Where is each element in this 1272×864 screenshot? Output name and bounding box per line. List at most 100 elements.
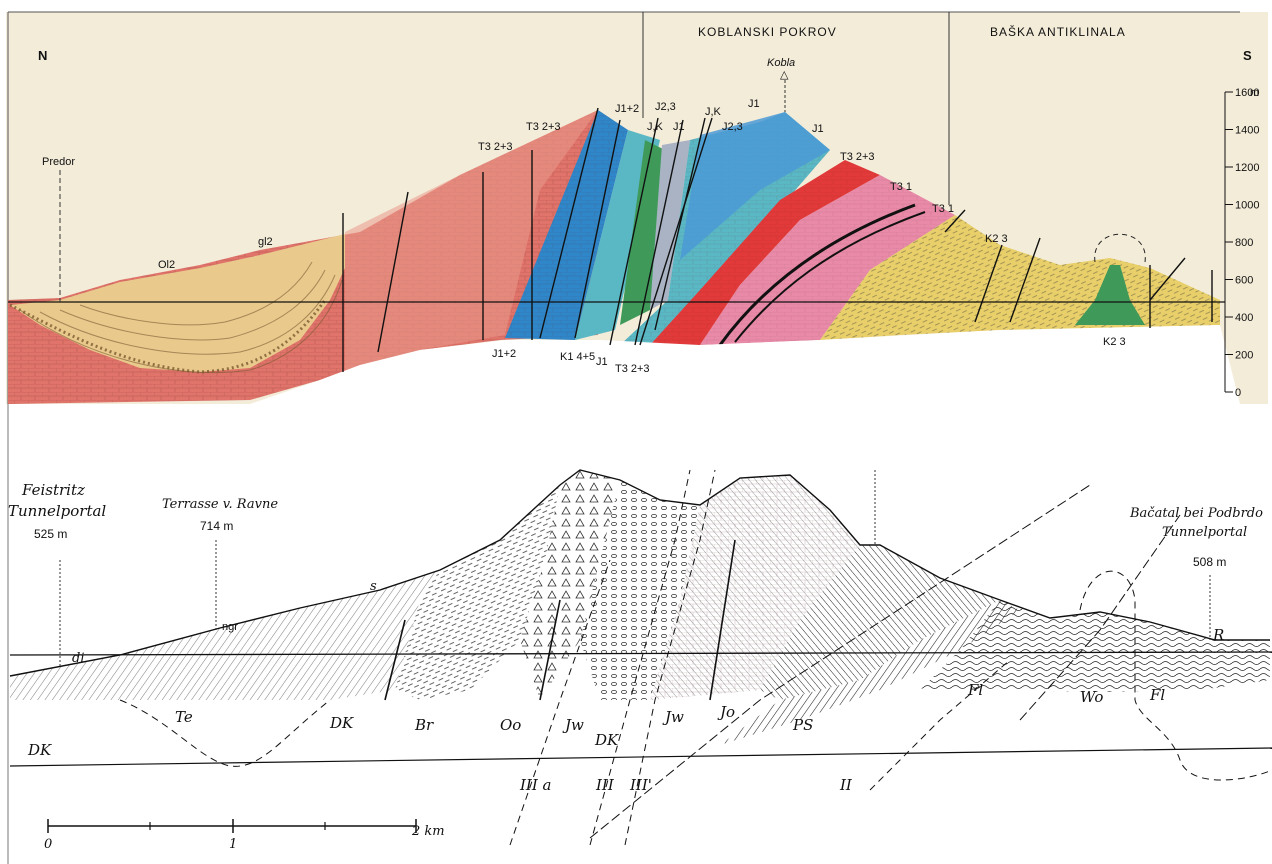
right-portal-name: Bačatal bei Podbrdo bbox=[1129, 506, 1263, 521]
dashed-contacts bbox=[119, 469, 1272, 846]
axis-tick-label: 1600 bbox=[1235, 87, 1259, 99]
label-jk-a: J,K bbox=[647, 121, 664, 133]
unit-dh-2: DK bbox=[329, 714, 354, 732]
axis-tick-label: 1400 bbox=[1235, 125, 1259, 137]
right-portal-elev: 508 m bbox=[1193, 555, 1226, 569]
unit-fl bbox=[920, 600, 1270, 692]
fault-labels: III a III III' II bbox=[519, 776, 853, 794]
axis-tick-label: 200 bbox=[1235, 350, 1253, 362]
unit-tan-basin bbox=[10, 234, 345, 372]
left-portal-name: Feistritz bbox=[21, 481, 85, 499]
unit-grey bbox=[650, 140, 690, 310]
header-baska-antiklinala: BAŠKA ANTIKLINALA bbox=[990, 24, 1126, 39]
header-koblanski-pokrov: KOBLANSKI POKROV bbox=[698, 25, 837, 39]
scale-label-1: 1 bbox=[229, 837, 237, 852]
tunnel-line bbox=[9, 651, 1272, 656]
label-j23-b: J2,3 bbox=[722, 121, 743, 133]
fault-label-iii-prime: III' bbox=[629, 776, 652, 794]
left-portal-elev: 525 m bbox=[34, 527, 67, 541]
direction-south: S bbox=[1243, 48, 1252, 63]
unit-te: Te bbox=[175, 708, 193, 726]
unit-ps-label: PS bbox=[792, 716, 813, 734]
peak-triangle-icon: △ bbox=[780, 68, 789, 81]
label-k23-b: K2 3 bbox=[1103, 336, 1126, 348]
scale-label-0: 0 bbox=[44, 837, 52, 852]
unit-jw-1: Jw bbox=[562, 716, 584, 734]
unit-green bbox=[620, 140, 665, 325]
axis-tick-label: 800 bbox=[1235, 237, 1253, 249]
label-t3-a: T3 2+3 bbox=[478, 141, 513, 153]
label-t3-b: T3 2+3 bbox=[526, 121, 561, 133]
axis-tick-label: 0 bbox=[1235, 387, 1241, 399]
ravne-elev: 714 m bbox=[200, 519, 233, 533]
label-j12-top: J1+2 bbox=[615, 103, 639, 115]
elevation-axis: m 1600 1400 1200 1000 800 600 400 200 0 bbox=[1224, 87, 1259, 399]
unit-teal-1 bbox=[575, 130, 660, 340]
top-section: KOBLANSKI POKROV BAŠKA ANTIKLINALA N S K… bbox=[6, 11, 1268, 404]
label-t31-a: T3 1 bbox=[890, 181, 912, 193]
unit-oo bbox=[520, 470, 620, 700]
unit-ngr-label: ngr bbox=[222, 621, 238, 633]
base-line bbox=[9, 747, 1272, 767]
label-jk-b: J,K bbox=[705, 106, 722, 118]
unit-ps bbox=[760, 545, 1000, 700]
bottom-unit-labels: DK Te DK Br Oo Jw DK Jw Jo PS Fl Wo Fl R… bbox=[27, 579, 1224, 759]
unit-s-label: s bbox=[370, 579, 377, 594]
unit-oo-label: Oo bbox=[500, 716, 521, 734]
faults-bottom bbox=[384, 539, 736, 701]
unit-wo-label: Wo bbox=[1080, 688, 1103, 706]
axis-tick-label: 1200 bbox=[1235, 162, 1259, 174]
axis-unit: m bbox=[1250, 87, 1259, 99]
top-unit-labels: Ol2 gl2 T3 2+3 T3 2+3 J1+2 J2,3 J,K J1 J… bbox=[158, 98, 1126, 375]
left-portal-type: Tunnelportal bbox=[8, 502, 106, 520]
label-j1-bottom: J1 bbox=[596, 356, 608, 368]
label-k23-a: K2 3 bbox=[985, 233, 1008, 245]
unit-jw bbox=[580, 480, 700, 700]
unit-di-label: di bbox=[72, 651, 84, 666]
unit-salmon-left bbox=[345, 110, 598, 370]
unit-fl-2: Fl bbox=[1149, 686, 1165, 704]
right-portal-type: Tunnelportal bbox=[1162, 525, 1247, 540]
unit-ps-lower bbox=[720, 600, 1020, 745]
label-k1: K1 4+5 bbox=[560, 351, 595, 363]
fault-lines bbox=[342, 107, 1213, 372]
label-t3-c: T3 2+3 bbox=[840, 151, 875, 163]
scale-label-2km: 2 km bbox=[411, 824, 445, 839]
unit-r-label: R bbox=[1212, 626, 1224, 644]
fault-label-iii: III bbox=[595, 776, 615, 794]
unit-jw-2: Jw bbox=[662, 708, 684, 726]
label-j12-bottom: J1+2 bbox=[492, 348, 516, 360]
label-t31-b: T3 1 bbox=[932, 203, 954, 215]
axis-tick-label: 600 bbox=[1235, 275, 1253, 287]
unit-br-label: Br bbox=[414, 716, 434, 734]
unit-blue-upper bbox=[680, 112, 830, 260]
unit-dh-3: DK bbox=[594, 731, 619, 749]
bottom-section: Feistritz Tunnelportal 525 m Terrasse v.… bbox=[7, 404, 1272, 864]
unit-br bbox=[395, 485, 560, 700]
unit-left-slope bbox=[10, 570, 440, 700]
lower-blank-zone bbox=[250, 325, 1240, 404]
axis-tick-label: 400 bbox=[1235, 312, 1253, 324]
label-j23: J2,3 bbox=[655, 101, 676, 113]
direction-north: N bbox=[38, 48, 47, 63]
predor-label: Predor bbox=[42, 156, 75, 168]
unit-green-small bbox=[1075, 265, 1145, 325]
surface-profile bbox=[9, 469, 1270, 677]
label-j1-c: J1 bbox=[812, 123, 824, 135]
label-t3-d: T3 2+3 bbox=[615, 363, 650, 375]
label-gl2: gl2 bbox=[258, 236, 273, 248]
fault-label-iiia: III a bbox=[519, 776, 552, 794]
label-ol2: Ol2 bbox=[158, 259, 175, 271]
unit-dh-1: DK bbox=[27, 741, 52, 759]
axis-tick-label: 1000 bbox=[1235, 200, 1259, 212]
unit-fl-1: Fl bbox=[967, 681, 983, 699]
peak-label-kobla: Kobla bbox=[767, 57, 795, 69]
scale-bar: 0 1 2 km bbox=[44, 819, 445, 852]
thrust-lines bbox=[589, 484, 1181, 839]
label-j1-b: J1 bbox=[748, 98, 760, 110]
label-j1-a: J1 bbox=[673, 121, 685, 133]
unit-jo-label: Jo bbox=[717, 703, 735, 721]
ravne-label: Terrasse v. Ravne bbox=[162, 497, 278, 512]
fault-label-ii: II bbox=[839, 776, 853, 794]
